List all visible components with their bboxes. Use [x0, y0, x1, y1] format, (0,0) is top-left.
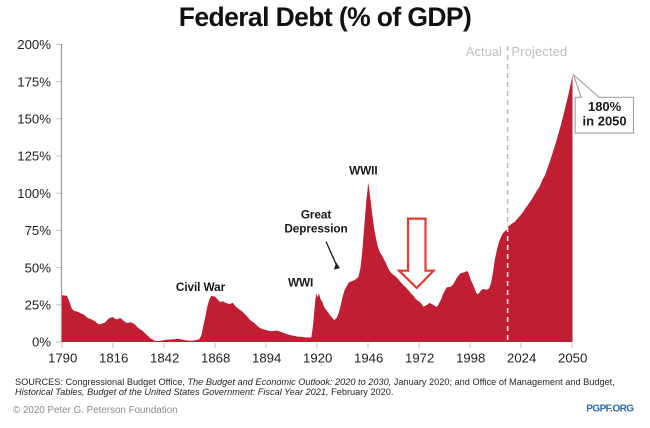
svg-text:50%: 50%: [25, 260, 52, 275]
svg-text:Projected: Projected: [512, 44, 568, 59]
svg-text:1816: 1816: [99, 351, 128, 366]
svg-text:SOURCES: Congressional Budget: SOURCES: Congressional Budget Office, Th…: [15, 377, 615, 387]
svg-text:WWII: WWII: [349, 164, 377, 178]
svg-text:Federal Debt (% of GDP): Federal Debt (% of GDP): [179, 2, 471, 32]
svg-text:1998: 1998: [456, 351, 485, 366]
svg-text:1842: 1842: [150, 351, 179, 366]
svg-text:WWI: WWI: [288, 276, 313, 290]
svg-text:Actual: Actual: [466, 44, 502, 59]
svg-text:180%: 180%: [588, 99, 622, 114]
svg-text:2050: 2050: [558, 351, 587, 366]
svg-text:175%: 175%: [17, 74, 51, 89]
svg-text:200%: 200%: [17, 37, 51, 52]
svg-text:1894: 1894: [252, 351, 281, 366]
svg-text:2024: 2024: [507, 351, 536, 366]
svg-text:0%: 0%: [32, 335, 51, 350]
svg-text:150%: 150%: [17, 112, 51, 127]
svg-text:100%: 100%: [17, 186, 51, 201]
svg-text:1868: 1868: [201, 351, 230, 366]
svg-text:Civil War: Civil War: [176, 280, 226, 294]
svg-text:Historical Tables, Budget of t: Historical Tables, Budget of the United …: [15, 387, 393, 397]
svg-text:75%: 75%: [25, 223, 52, 238]
svg-text:Depression: Depression: [284, 222, 347, 236]
svg-text:125%: 125%: [17, 149, 51, 164]
svg-text:in 2050: in 2050: [583, 114, 627, 129]
svg-text:1972: 1972: [405, 351, 434, 366]
svg-text:1790: 1790: [48, 351, 77, 366]
svg-text:1946: 1946: [354, 351, 383, 366]
svg-text:Great: Great: [301, 208, 331, 222]
svg-text:© 2020 Peter G. Peterson Found: © 2020 Peter G. Peterson Foundation: [13, 405, 178, 416]
svg-text:PGPF.ORG: PGPF.ORG: [586, 403, 634, 414]
svg-text:25%: 25%: [25, 298, 52, 313]
svg-text:1920: 1920: [303, 351, 332, 366]
